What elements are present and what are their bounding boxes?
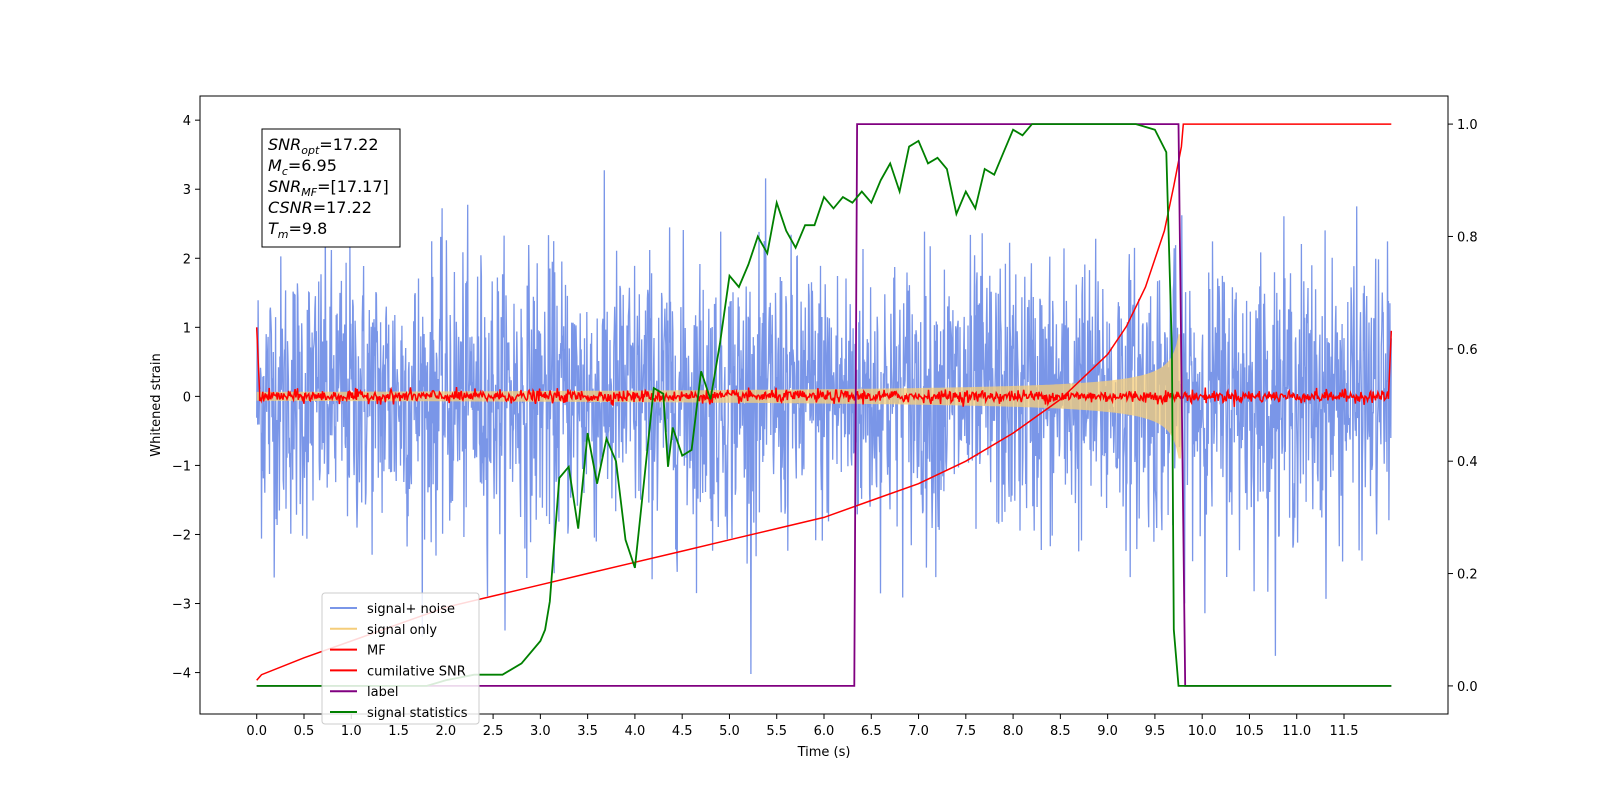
x-tick-label: 3.5 <box>577 724 598 739</box>
annotation-symbol: M <box>268 156 282 175</box>
legend-frame <box>321 592 480 725</box>
annotation-value: =17.22 <box>319 135 378 154</box>
x-axis-label: Time (s) <box>797 745 851 760</box>
annotation-symbol: SNR <box>268 135 301 154</box>
x-tick-label: 11.5 <box>1330 724 1359 739</box>
x-tick-label: 7.5 <box>955 724 976 739</box>
x-tick-label: 0.0 <box>246 724 267 739</box>
y-tick-label: 2 <box>183 252 191 267</box>
annotation-subscript: opt <box>301 144 320 157</box>
x-tick-label: 6.5 <box>861 724 882 739</box>
annotation-line: Tm=9.8 <box>268 219 327 241</box>
y-tick-label: 3 <box>183 183 191 198</box>
snr-annotation-box: SNRopt=17.22 Mc=6.95 SNRMF=[17.17] CSNR=17.… <box>261 128 401 248</box>
x-tick-label: 10.5 <box>1235 724 1264 739</box>
x-axis: 0.0 0.5 1.0 1.5 2.0 2.5 3.0 3.5 4.0 4.5 5.0 5.5 6.0 6… <box>246 714 1358 739</box>
x-tick-label: 4.0 <box>625 724 646 739</box>
annotation-subscript: MF <box>301 186 317 199</box>
y-tick-label: −1 <box>172 459 191 474</box>
y-tick-label: −2 <box>172 528 191 543</box>
x-tick-label: 10.0 <box>1188 724 1217 739</box>
annotation-text: SNRopt=17.22 Mc=6.95 SNRMF=[17.17] CSNR=17.… <box>268 135 389 241</box>
y-tick-label: 0 <box>183 390 191 405</box>
y-axis-label: Whitened strain <box>149 353 164 456</box>
y-axis-right: 1.0 0.8 0.6 0.4 0.2 0.0 <box>1448 118 1478 695</box>
y-tick-label: 1 <box>183 321 191 336</box>
signal-statistics-line <box>256 123 1392 687</box>
x-tick-label: 9.5 <box>1145 724 1166 739</box>
x-tick-label: 9.0 <box>1097 724 1118 739</box>
y2-tick-label: 0.2 <box>1457 568 1478 583</box>
y-tick-label: −4 <box>172 667 191 682</box>
annotation-frame <box>261 128 401 248</box>
x-tick-label: 5.0 <box>719 724 740 739</box>
y2-tick-label: 0.4 <box>1457 455 1478 470</box>
y-axis-left: 4 3 2 1 0 −1 −2 −3 −4 <box>172 114 200 682</box>
legend-entry: signal statistics <box>367 706 468 721</box>
annotation-symbol: CSNR <box>268 198 313 217</box>
annotation-line: SNRMF=[17.17] <box>268 177 389 199</box>
y2-tick-label: 0.8 <box>1457 230 1478 245</box>
annotation-value: =17.22 <box>313 198 372 217</box>
annotation-line: CSNR=17.22 <box>268 198 372 217</box>
legend-entry: cumilative SNR <box>367 664 466 679</box>
legend: signal+ noise signal only MF cumilative SNR… <box>321 592 480 725</box>
x-tick-label: 4.5 <box>672 724 693 739</box>
legend-entry: label <box>367 685 398 700</box>
annotation-line: Mc=6.95 <box>268 156 337 178</box>
annotation-symbol: T <box>268 219 279 238</box>
annotation-subscript: m <box>278 228 289 241</box>
legend-entry: MF <box>367 644 386 659</box>
x-tick-label: 7.0 <box>908 724 929 739</box>
annotation-subscript: c <box>282 165 288 178</box>
x-tick-label: 8.0 <box>1003 724 1024 739</box>
legend-entry: signal+ noise <box>367 602 455 617</box>
annotation-value: =6.95 <box>288 156 337 175</box>
signal-only-fill <box>256 334 1184 459</box>
x-tick-label: 11.0 <box>1282 724 1311 739</box>
x-tick-label: 0.5 <box>294 724 315 739</box>
y2-tick-label: 0.6 <box>1457 343 1478 358</box>
y2-tick-label: 0.0 <box>1457 680 1478 695</box>
y2-tick-label: 1.0 <box>1457 118 1478 133</box>
annotation-value: =9.8 <box>289 219 328 238</box>
legend-entry: signal only <box>367 623 437 638</box>
x-tick-label: 5.5 <box>766 724 787 739</box>
x-tick-label: 3.0 <box>530 724 551 739</box>
x-tick-label: 1.5 <box>388 724 409 739</box>
annotation-value: =[17.17] <box>317 177 389 196</box>
x-tick-label: 6.0 <box>814 724 835 739</box>
annotation-line: SNRopt=17.22 <box>268 135 379 157</box>
mf-line <box>255 327 1393 407</box>
x-tick-label: 1.0 <box>341 724 362 739</box>
x-tick-label: 8.5 <box>1050 724 1071 739</box>
annotation-symbol: SNR <box>268 177 301 196</box>
x-tick-label: 2.0 <box>435 724 456 739</box>
y-tick-label: −3 <box>172 598 191 613</box>
x-tick-label: 2.5 <box>483 724 504 739</box>
y-tick-label: 4 <box>183 114 191 129</box>
